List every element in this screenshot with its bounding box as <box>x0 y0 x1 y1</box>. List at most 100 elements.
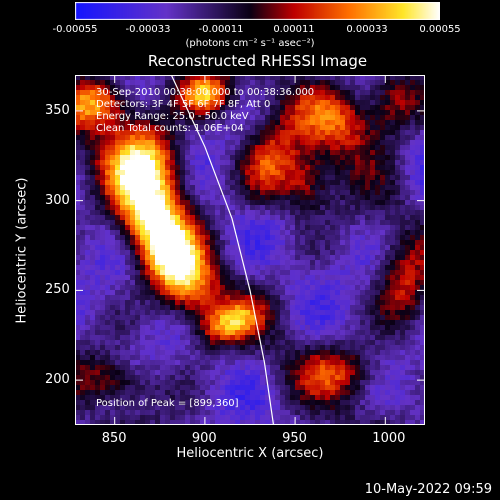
heatmap-cell <box>75 110 81 116</box>
heatmap-cell <box>220 205 226 211</box>
heatmap-cell <box>75 210 81 216</box>
heatmap-cell <box>260 140 266 146</box>
heatmap-cell <box>250 335 256 341</box>
heatmap-cell <box>85 190 91 196</box>
heatmap-cell <box>370 235 376 241</box>
heatmap-cell <box>370 125 376 131</box>
heatmap-cell <box>95 230 101 236</box>
heatmap-cell <box>400 80 406 86</box>
heatmap-cell <box>205 130 211 136</box>
heatmap-cell <box>360 100 366 106</box>
heatmap-cell <box>375 210 381 216</box>
heatmap-cell <box>105 180 111 186</box>
heatmap-cell <box>90 275 96 281</box>
heatmap-cell <box>335 380 341 386</box>
heatmap-cell <box>285 175 291 181</box>
heatmap-cell <box>170 260 176 266</box>
heatmap-cell <box>340 210 346 216</box>
heatmap-cell <box>135 150 141 156</box>
heatmap-cell <box>90 180 96 186</box>
heatmap-cell <box>115 410 121 416</box>
heatmap-cell <box>320 295 326 301</box>
heatmap-cell <box>140 290 146 296</box>
heatmap-cell <box>265 150 271 156</box>
heatmap-cell <box>290 220 296 226</box>
heatmap-cell <box>185 225 191 231</box>
heatmap-cell <box>380 250 386 256</box>
heatmap-cell <box>350 120 356 126</box>
heatmap-cell <box>110 145 116 151</box>
heatmap-cell <box>340 405 346 411</box>
heatmap-cell <box>255 415 261 421</box>
heatmap-cell <box>310 360 316 366</box>
heatmap-cell <box>325 305 331 311</box>
heatmap-cell <box>280 205 286 211</box>
heatmap-cell <box>185 255 191 261</box>
heatmap-cell <box>80 80 86 86</box>
heatmap-cell <box>390 200 396 206</box>
heatmap-cell <box>245 415 251 421</box>
heatmap-cell <box>105 270 111 276</box>
heatmap-cell <box>240 305 246 311</box>
heatmap-cell <box>110 360 116 366</box>
heatmap-cell <box>155 345 161 351</box>
heatmap-cell <box>155 240 161 246</box>
heatmap-cell <box>270 320 276 326</box>
heatmap-cell <box>95 155 101 161</box>
heatmap-cell <box>100 255 106 261</box>
heatmap-cell <box>235 235 241 241</box>
heatmap-cell <box>200 175 206 181</box>
heatmap-cell <box>255 115 261 121</box>
heatmap-cell <box>115 135 121 141</box>
heatmap-cell <box>125 200 131 206</box>
heatmap-cell <box>335 90 341 96</box>
heatmap-cell <box>130 410 136 416</box>
heatmap-cell <box>95 370 101 376</box>
heatmap-cell <box>210 90 216 96</box>
heatmap-cell <box>100 390 106 396</box>
heatmap-cell <box>380 340 386 346</box>
heatmap-cell <box>235 140 241 146</box>
heatmap-cell <box>240 240 246 246</box>
heatmap-cell <box>305 390 311 396</box>
heatmap-cell <box>370 190 376 196</box>
heatmap-cell <box>380 225 386 231</box>
heatmap-cell <box>255 280 261 286</box>
heatmap-cell <box>115 165 121 171</box>
heatmap-cell <box>355 415 361 421</box>
heatmap-cell <box>335 165 341 171</box>
heatmap-cell <box>405 255 411 261</box>
heatmap-cell <box>335 400 341 406</box>
heatmap-cell <box>95 225 101 231</box>
heatmap-cell <box>410 300 416 306</box>
heatmap-cell <box>205 330 211 336</box>
heatmap-cell <box>420 370 425 376</box>
heatmap-cell <box>415 75 421 81</box>
heatmap-cell <box>295 155 301 161</box>
heatmap-cell <box>375 195 381 201</box>
heatmap-cell <box>180 135 186 141</box>
heatmap-cell <box>150 265 156 271</box>
heatmap-cell <box>350 115 356 121</box>
heatmap-cell <box>290 405 296 411</box>
heatmap-cell <box>140 380 146 386</box>
heatmap-cell <box>395 175 401 181</box>
heatmap-cell <box>275 400 281 406</box>
heatmap-cell <box>80 380 86 386</box>
heatmap-cell <box>390 400 396 406</box>
heatmap-cell <box>330 345 336 351</box>
heatmap-cell <box>305 350 311 356</box>
heatmap-cell <box>370 295 376 301</box>
heatmap-cell <box>380 110 386 116</box>
heatmap-cell <box>305 415 311 421</box>
heatmap-cell <box>295 285 301 291</box>
heatmap-cell <box>365 185 371 191</box>
heatmap-cell <box>385 185 391 191</box>
heatmap-cell <box>340 290 346 296</box>
heatmap-cell <box>205 215 211 221</box>
heatmap-cell <box>155 165 161 171</box>
heatmap-cell <box>355 230 361 236</box>
heatmap-cell <box>390 285 396 291</box>
heatmap-cell <box>395 355 401 361</box>
heatmap-cell <box>235 145 241 151</box>
